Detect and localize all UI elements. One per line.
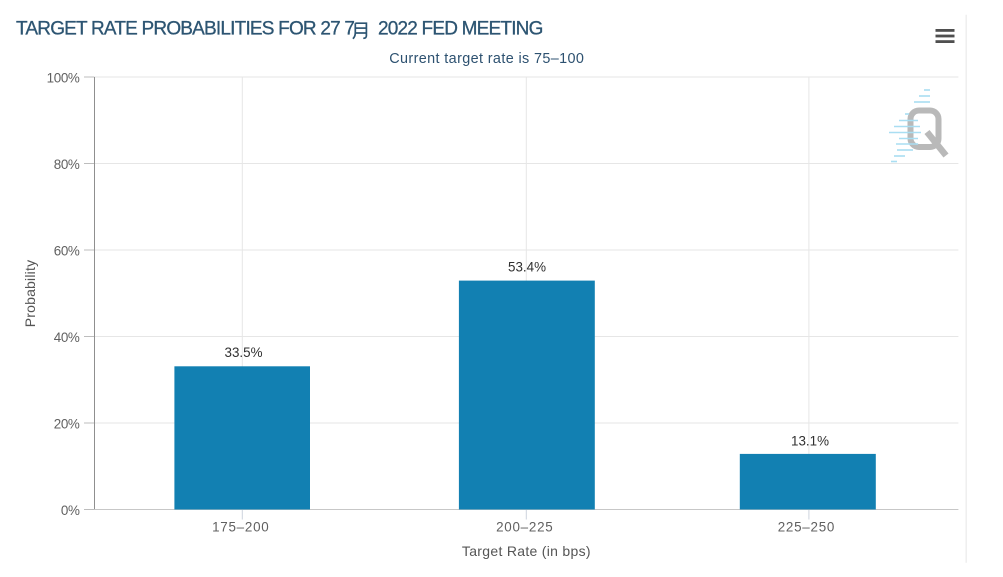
svg-text:Target Rate (in bps): Target Rate (in bps) (462, 543, 591, 559)
svg-text:2022 FED MEETING: 2022 FED MEETING (378, 18, 543, 39)
svg-text:TARGET RATE PROBABILITIES FOR: TARGET RATE PROBABILITIES FOR 27 7 (16, 18, 354, 39)
svg-text:175–200: 175–200 (212, 520, 269, 535)
svg-text:60%: 60% (54, 244, 80, 259)
svg-text:40%: 40% (54, 330, 80, 345)
svg-text:Current target rate is 75–100: Current target rate is 75–100 (389, 51, 584, 67)
svg-text:53.4%: 53.4% (508, 260, 546, 275)
svg-text:225–250: 225–250 (778, 520, 835, 535)
svg-text:33.5%: 33.5% (225, 345, 263, 360)
svg-text:0%: 0% (61, 503, 80, 518)
svg-text:80%: 80% (54, 157, 80, 172)
svg-text:20%: 20% (54, 417, 80, 432)
svg-text:Probability: Probability (22, 260, 38, 328)
svg-text:13.1%: 13.1% (791, 434, 829, 449)
svg-text:100%: 100% (47, 71, 80, 86)
svg-text:200–225: 200–225 (496, 520, 553, 535)
